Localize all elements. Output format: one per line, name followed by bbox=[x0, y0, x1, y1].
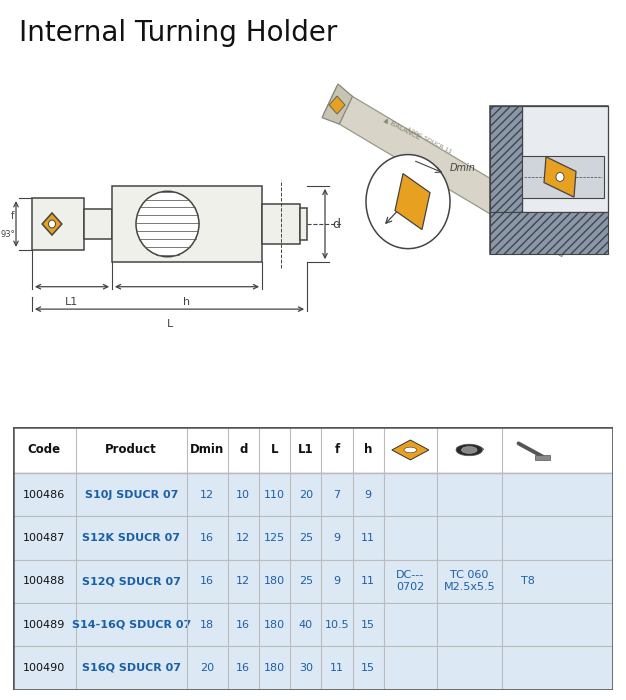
Bar bbox=[490, 106, 522, 211]
Bar bbox=[13, 473, 613, 517]
Text: 16: 16 bbox=[236, 663, 250, 673]
Text: L1: L1 bbox=[298, 444, 314, 456]
Text: 16: 16 bbox=[200, 533, 214, 543]
Bar bbox=[522, 106, 608, 211]
Text: 15: 15 bbox=[361, 620, 376, 629]
Bar bbox=[13, 427, 613, 473]
Circle shape bbox=[461, 447, 477, 454]
Text: Internal Turning Holder: Internal Turning Holder bbox=[19, 19, 337, 47]
Text: d: d bbox=[332, 218, 340, 230]
Text: 110: 110 bbox=[264, 489, 285, 500]
Text: 16: 16 bbox=[200, 576, 214, 586]
Text: 16: 16 bbox=[236, 620, 250, 629]
Text: 100487: 100487 bbox=[23, 533, 65, 543]
Text: A20G SDUCR 11: A20G SDUCR 11 bbox=[405, 127, 452, 155]
Text: 25: 25 bbox=[299, 533, 313, 543]
Bar bbox=[535, 455, 550, 460]
Polygon shape bbox=[329, 96, 345, 114]
Text: 10.5: 10.5 bbox=[325, 620, 349, 629]
Text: 180: 180 bbox=[264, 663, 285, 673]
Text: T8: T8 bbox=[521, 576, 535, 586]
Text: 11: 11 bbox=[330, 663, 344, 673]
Polygon shape bbox=[392, 440, 429, 460]
Text: L: L bbox=[167, 319, 173, 329]
Bar bbox=[13, 646, 613, 690]
Text: ▲ BALANCE: ▲ BALANCE bbox=[383, 116, 421, 140]
Polygon shape bbox=[395, 174, 430, 230]
Bar bbox=[490, 211, 608, 254]
Text: L1: L1 bbox=[65, 297, 79, 307]
Text: 20: 20 bbox=[200, 663, 214, 673]
Text: 180: 180 bbox=[264, 576, 285, 586]
Bar bbox=[13, 603, 613, 646]
Text: 93°: 93° bbox=[0, 230, 15, 239]
Bar bbox=[522, 155, 604, 198]
Polygon shape bbox=[322, 84, 352, 124]
Text: f: f bbox=[334, 444, 340, 456]
Bar bbox=[13, 517, 613, 559]
Circle shape bbox=[366, 155, 450, 248]
Text: 11: 11 bbox=[361, 533, 376, 543]
Ellipse shape bbox=[136, 191, 199, 257]
Polygon shape bbox=[544, 157, 576, 197]
Text: 18: 18 bbox=[200, 620, 214, 629]
Text: 100486: 100486 bbox=[23, 489, 65, 500]
Text: DC---
0702: DC--- 0702 bbox=[396, 570, 424, 592]
Circle shape bbox=[48, 220, 56, 228]
Text: f: f bbox=[11, 211, 14, 221]
Text: 30: 30 bbox=[299, 663, 313, 673]
Circle shape bbox=[456, 444, 483, 456]
Text: 9: 9 bbox=[365, 489, 372, 500]
Text: 10: 10 bbox=[236, 489, 250, 500]
Circle shape bbox=[404, 447, 417, 453]
Bar bbox=[490, 106, 608, 254]
Text: S14-16Q SDUCR 07: S14-16Q SDUCR 07 bbox=[71, 620, 191, 629]
Text: 9: 9 bbox=[334, 576, 341, 586]
Text: 125: 125 bbox=[264, 533, 285, 543]
Text: 100489: 100489 bbox=[23, 620, 65, 629]
Bar bbox=[112, 186, 262, 262]
Text: h: h bbox=[364, 444, 372, 456]
Text: Dmin: Dmin bbox=[450, 163, 476, 173]
Text: 20: 20 bbox=[299, 489, 313, 500]
Text: 11: 11 bbox=[361, 576, 376, 586]
Text: 100488: 100488 bbox=[23, 576, 65, 586]
Text: 12: 12 bbox=[200, 489, 214, 500]
Bar bbox=[262, 204, 300, 244]
Text: Dmin: Dmin bbox=[190, 444, 224, 456]
Circle shape bbox=[556, 172, 564, 181]
Text: 40: 40 bbox=[299, 620, 313, 629]
Text: 12: 12 bbox=[236, 533, 250, 543]
Polygon shape bbox=[324, 87, 575, 257]
Text: 12: 12 bbox=[236, 576, 250, 586]
Text: Code: Code bbox=[28, 444, 61, 456]
Text: h: h bbox=[183, 297, 190, 307]
Text: 15: 15 bbox=[361, 663, 376, 673]
Text: S12K SDUCR 07: S12K SDUCR 07 bbox=[82, 533, 180, 543]
Bar bbox=[32, 198, 84, 250]
Bar bbox=[300, 209, 307, 239]
Text: 7: 7 bbox=[334, 489, 341, 500]
Text: 9: 9 bbox=[334, 533, 341, 543]
Text: TC 060
M2.5x5.5: TC 060 M2.5x5.5 bbox=[443, 570, 495, 592]
Text: S12Q SDUCR 07: S12Q SDUCR 07 bbox=[82, 576, 181, 586]
Text: L: L bbox=[271, 444, 279, 456]
Bar bbox=[84, 209, 112, 239]
Text: 100490: 100490 bbox=[23, 663, 65, 673]
Text: d: d bbox=[239, 444, 247, 456]
Text: S10J SDUCR 07: S10J SDUCR 07 bbox=[85, 489, 178, 500]
Bar bbox=[13, 559, 613, 603]
Text: 180: 180 bbox=[264, 620, 285, 629]
Text: S16Q SDUCR 07: S16Q SDUCR 07 bbox=[82, 663, 181, 673]
Text: 25: 25 bbox=[299, 576, 313, 586]
Text: Product: Product bbox=[105, 444, 157, 456]
Polygon shape bbox=[42, 213, 62, 235]
